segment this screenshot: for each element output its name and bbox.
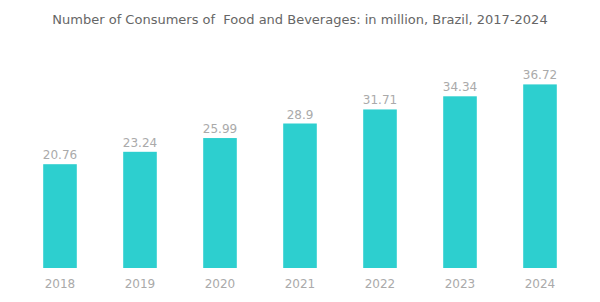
bar	[43, 164, 77, 268]
data-label: 28.9	[287, 108, 314, 122]
data-label: 23.24	[123, 136, 157, 150]
bar	[283, 124, 317, 269]
bar	[443, 96, 477, 268]
data-label: 34.34	[443, 80, 477, 94]
data-label: 36.72	[523, 68, 557, 82]
x-tick-label: 2020	[205, 277, 236, 291]
bar	[123, 152, 157, 268]
bars	[43, 84, 557, 268]
x-tick-label: 2024	[525, 277, 556, 291]
chart-container: Number of Consumers of Food and Beverage…	[0, 0, 600, 302]
x-tick-label: 2022	[365, 277, 396, 291]
data-label: 20.76	[43, 148, 77, 162]
chart-svg: Number of Consumers of Food and Beverage…	[0, 0, 600, 302]
x-tick-label: 2023	[445, 277, 476, 291]
data-label: 31.71	[363, 93, 397, 107]
x-tick-label: 2019	[125, 277, 156, 291]
x-tick-label: 2021	[285, 277, 316, 291]
chart-title: Number of Consumers of Food and Beverage…	[52, 12, 547, 27]
bar	[203, 138, 237, 268]
x-tick-label: 2018	[45, 277, 76, 291]
data-label: 25.99	[203, 122, 237, 136]
bar	[363, 109, 397, 268]
bar	[523, 84, 557, 268]
